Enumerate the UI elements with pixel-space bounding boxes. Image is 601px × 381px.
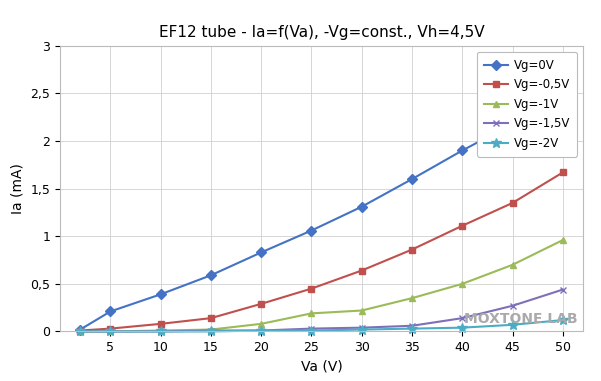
Vg=-2V bbox=[459, 325, 466, 330]
Vg=-1,5V bbox=[207, 328, 215, 333]
Vg=-1V bbox=[258, 322, 265, 326]
Vg=0V bbox=[308, 228, 315, 233]
Vg=-2V bbox=[157, 329, 164, 334]
Vg=-1V bbox=[409, 296, 416, 300]
Vg=0V bbox=[509, 122, 516, 126]
Vg=-2V bbox=[560, 318, 567, 322]
Vg=0V bbox=[207, 273, 215, 277]
Line: Vg=-0,5V: Vg=-0,5V bbox=[77, 169, 566, 334]
Vg=-0,5V bbox=[358, 268, 365, 273]
Vg=0V bbox=[560, 93, 567, 98]
Vg=-2V bbox=[107, 329, 114, 334]
Vg=-0,5V bbox=[76, 328, 84, 333]
Vg=-1,5V bbox=[509, 303, 516, 308]
Vg=0V bbox=[409, 177, 416, 181]
Vg=-0,5V bbox=[409, 247, 416, 252]
Vg=-1V bbox=[358, 308, 365, 313]
Vg=-2V bbox=[308, 328, 315, 333]
Vg=-0,5V bbox=[207, 316, 215, 320]
Vg=-1V bbox=[157, 328, 164, 333]
Vg=-1V bbox=[107, 329, 114, 334]
Vg=-1V bbox=[509, 263, 516, 267]
Vg=0V bbox=[358, 204, 365, 209]
Vg=-2V bbox=[409, 326, 416, 331]
Vg=-2V bbox=[509, 322, 516, 327]
Vg=-1,5V bbox=[258, 328, 265, 333]
Vg=-1,5V bbox=[157, 329, 164, 334]
Legend: Vg=0V, Vg=-0,5V, Vg=-1V, Vg=-1,5V, Vg=-2V: Vg=0V, Vg=-0,5V, Vg=-1V, Vg=-1,5V, Vg=-2… bbox=[477, 51, 577, 157]
Vg=-1,5V bbox=[409, 323, 416, 328]
Vg=-1,5V bbox=[76, 329, 84, 334]
X-axis label: Va (V): Va (V) bbox=[300, 360, 343, 374]
Text: MOXTONE LAB: MOXTONE LAB bbox=[464, 312, 578, 326]
Vg=-2V bbox=[207, 329, 215, 334]
Vg=-0,5V bbox=[258, 302, 265, 306]
Vg=-1V bbox=[459, 282, 466, 286]
Title: EF12 tube - Ia=f(Va), -Vg=const., Vh=4,5V: EF12 tube - Ia=f(Va), -Vg=const., Vh=4,5… bbox=[159, 26, 484, 40]
Vg=0V bbox=[157, 292, 164, 296]
Vg=-0,5V bbox=[157, 322, 164, 326]
Vg=-1V bbox=[76, 329, 84, 334]
Vg=0V bbox=[107, 309, 114, 314]
Vg=-1,5V bbox=[560, 287, 567, 292]
Y-axis label: Ia (mA): Ia (mA) bbox=[11, 163, 25, 214]
Vg=-0,5V bbox=[560, 170, 567, 174]
Vg=-2V bbox=[258, 328, 265, 333]
Vg=0V bbox=[258, 250, 265, 255]
Vg=-1V bbox=[207, 327, 215, 332]
Vg=-0,5V bbox=[107, 326, 114, 331]
Vg=-2V bbox=[76, 329, 84, 334]
Line: Vg=0V: Vg=0V bbox=[77, 92, 566, 333]
Line: Vg=-1,5V: Vg=-1,5V bbox=[77, 286, 566, 335]
Vg=-1V bbox=[308, 311, 315, 315]
Vg=-1,5V bbox=[308, 326, 315, 331]
Line: Vg=-1V: Vg=-1V bbox=[77, 237, 566, 335]
Vg=-2V bbox=[358, 327, 365, 332]
Vg=-1V bbox=[560, 238, 567, 242]
Vg=-0,5V bbox=[308, 287, 315, 291]
Vg=0V bbox=[76, 327, 84, 332]
Vg=-1,5V bbox=[459, 316, 466, 320]
Vg=-1,5V bbox=[358, 325, 365, 330]
Vg=-0,5V bbox=[509, 200, 516, 205]
Vg=0V bbox=[459, 148, 466, 153]
Vg=-1,5V bbox=[107, 329, 114, 334]
Line: Vg=-2V: Vg=-2V bbox=[75, 315, 568, 336]
Vg=-0,5V bbox=[459, 223, 466, 228]
